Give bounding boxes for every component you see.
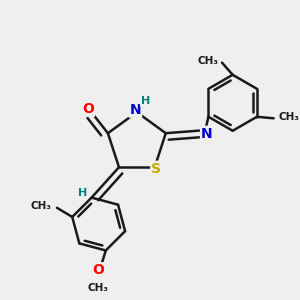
Text: CH₃: CH₃ <box>278 112 299 122</box>
Text: S: S <box>151 162 161 176</box>
Text: N: N <box>201 127 213 141</box>
Text: CH₃: CH₃ <box>197 56 218 66</box>
Text: N: N <box>130 103 141 117</box>
Text: CH₃: CH₃ <box>88 284 109 293</box>
Text: O: O <box>82 102 94 116</box>
Text: O: O <box>92 263 104 277</box>
Text: H: H <box>141 96 150 106</box>
Text: CH₃: CH₃ <box>31 201 52 211</box>
Text: H: H <box>78 188 87 198</box>
